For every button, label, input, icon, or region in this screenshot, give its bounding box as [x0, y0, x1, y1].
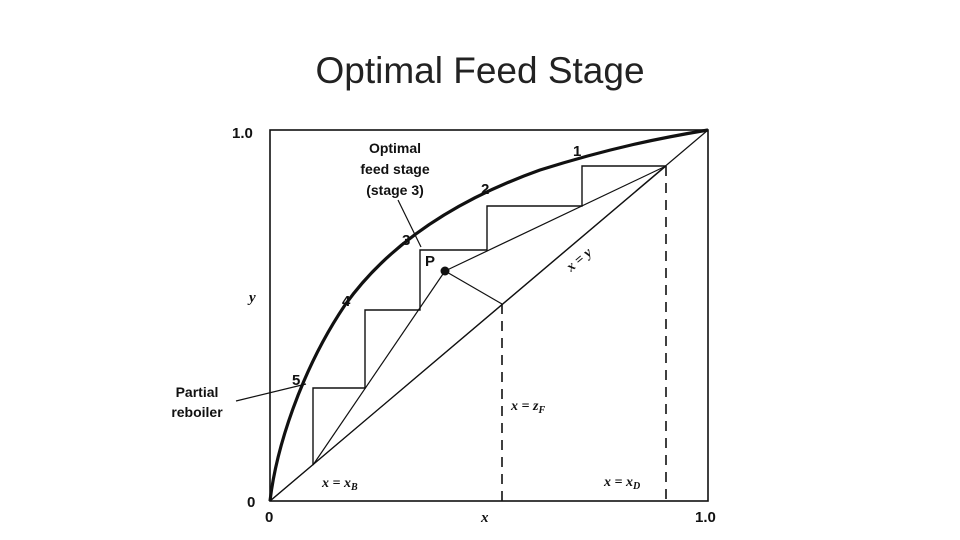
slide-title: Optimal Feed Stage	[315, 50, 645, 91]
y-min-label: 0	[247, 494, 255, 511]
stage-steps	[312, 165, 666, 465]
x-axis-label: x	[480, 510, 489, 526]
x-max-label: 1.0	[695, 509, 716, 526]
xd-marker-label: x = xD	[603, 475, 640, 492]
xb-marker-prefix: x = x	[321, 476, 351, 491]
reboiler-callout-line1: Partial	[176, 384, 219, 400]
zf-marker-label: x = zF	[510, 399, 545, 416]
optimal-callout-line3: (stage 3)	[366, 182, 424, 198]
stage-label-3: 3	[402, 232, 410, 249]
stage-label-1: 1	[573, 143, 581, 160]
y-axis-label: y	[247, 290, 256, 306]
rectifying-operating-line	[444, 165, 667, 272]
feed-point-p	[440, 266, 450, 276]
q-line	[444, 270, 503, 305]
xd-marker-prefix: x = x	[603, 475, 633, 490]
y-max-label: 1.0	[232, 125, 253, 142]
x-min-label: 0	[265, 509, 273, 526]
reboiler-callout-line2: reboiler	[171, 404, 223, 420]
point-p-label: P	[425, 253, 435, 270]
stage-label-5: 5	[292, 372, 300, 389]
extended-stripping-line	[269, 165, 667, 502]
equilibrium-curve	[268, 128, 709, 502]
stage-label-4: 4	[342, 293, 351, 310]
stripping-operating-line	[312, 270, 446, 466]
optimal-callout-line2: feed stage	[360, 161, 429, 177]
zf-marker-sub: F	[537, 405, 545, 416]
xd-marker-sub: D	[632, 481, 640, 492]
xb-marker-sub: B	[350, 482, 358, 493]
zf-marker-prefix: x = z	[510, 399, 539, 414]
optimal-callout-leader	[397, 199, 422, 248]
plot-frame	[269, 129, 709, 502]
stage-label-2: 2	[481, 181, 489, 198]
reboiler-callout-leader	[235, 383, 307, 402]
xb-marker-label: x = xB	[321, 476, 358, 493]
optimal-callout-line1: Optimal	[369, 140, 421, 156]
